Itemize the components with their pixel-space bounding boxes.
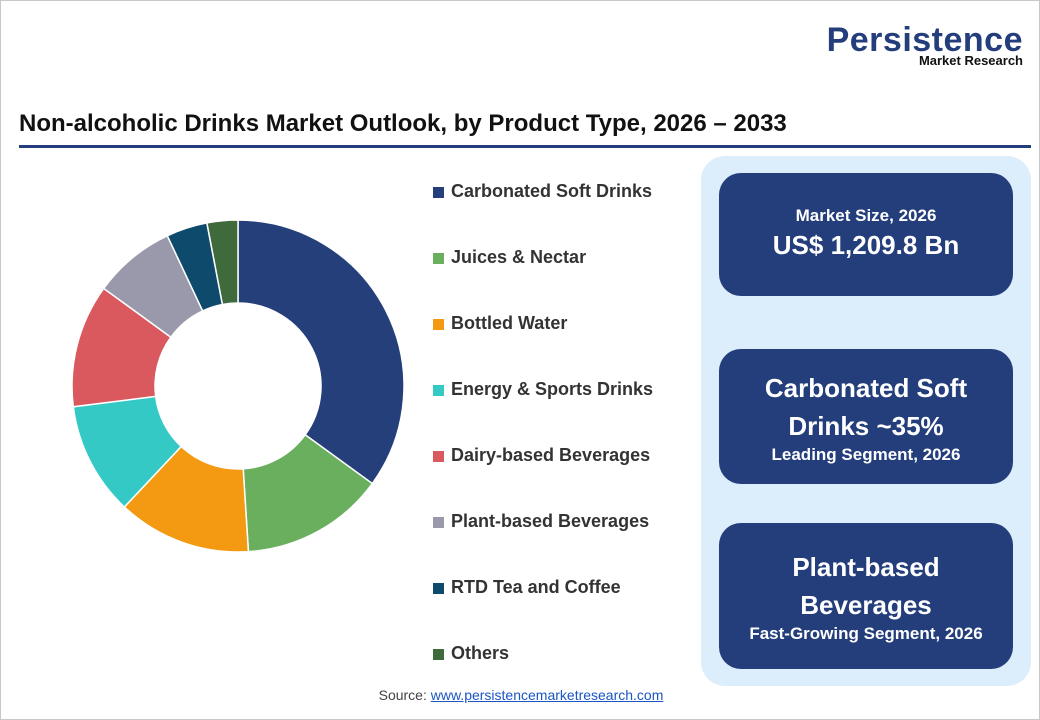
source-link[interactable]: www.persistencemarketresearch.com (430, 687, 664, 703)
logo-tagline: Market Research (918, 53, 1023, 68)
title-rule (19, 145, 1031, 148)
card-label: Market Size, 2026 (795, 205, 937, 225)
legend-swatch (433, 187, 444, 198)
legend-label: Bottled Water (451, 313, 567, 333)
card-value: US$ 1,209.8 Bn (772, 229, 960, 260)
stat-card: Market Size, 2026 US$ 1,209.8 Bn (719, 173, 1013, 296)
card-value: Plant-based Beverages (792, 552, 940, 620)
legend-swatch (433, 583, 444, 594)
chart: Carbonated Soft Drinks Juices & Nectar Bot… (71, 181, 653, 663)
card-value: Carbonated Soft Drinks ~35% (764, 372, 968, 441)
card-label: Leading Segment, 2026 (771, 444, 961, 464)
legend-label: RTD Tea and Coffee (451, 577, 621, 597)
legend-swatch (433, 319, 444, 330)
legend-label: Others (451, 643, 509, 663)
legend-label: Plant-based Beverages (451, 511, 649, 531)
legend-swatch (433, 385, 444, 396)
legend-label: Energy & Sports Drinks (451, 379, 653, 399)
legend-label: Dairy-based Beverages (451, 445, 650, 465)
donut-slice (206, 219, 239, 306)
legend-swatch (433, 451, 444, 462)
legend-swatch (433, 517, 444, 528)
stat-card: Carbonated Soft Drinks ~35% Leading Segm… (719, 349, 1013, 484)
legend-swatch (433, 649, 444, 660)
donut-slice (237, 219, 405, 485)
chart-title: Non-alcoholic Drinks Market Outlook, by … (19, 110, 787, 137)
legend-swatch (433, 253, 444, 264)
legend-label: Carbonated Soft Drinks (451, 181, 652, 201)
logo-name: Persistence (826, 21, 1023, 59)
stat-card: Plant-based Beverages Fast-Growing Segme… (719, 523, 1013, 669)
source: Source: www.persistencemarketresearch.co… (1, 687, 1039, 703)
source-label: Source: (378, 687, 427, 703)
card-label: Fast-Growing Segment, 2026 (749, 624, 983, 643)
legend-label: Juices & Nectar (451, 247, 586, 267)
